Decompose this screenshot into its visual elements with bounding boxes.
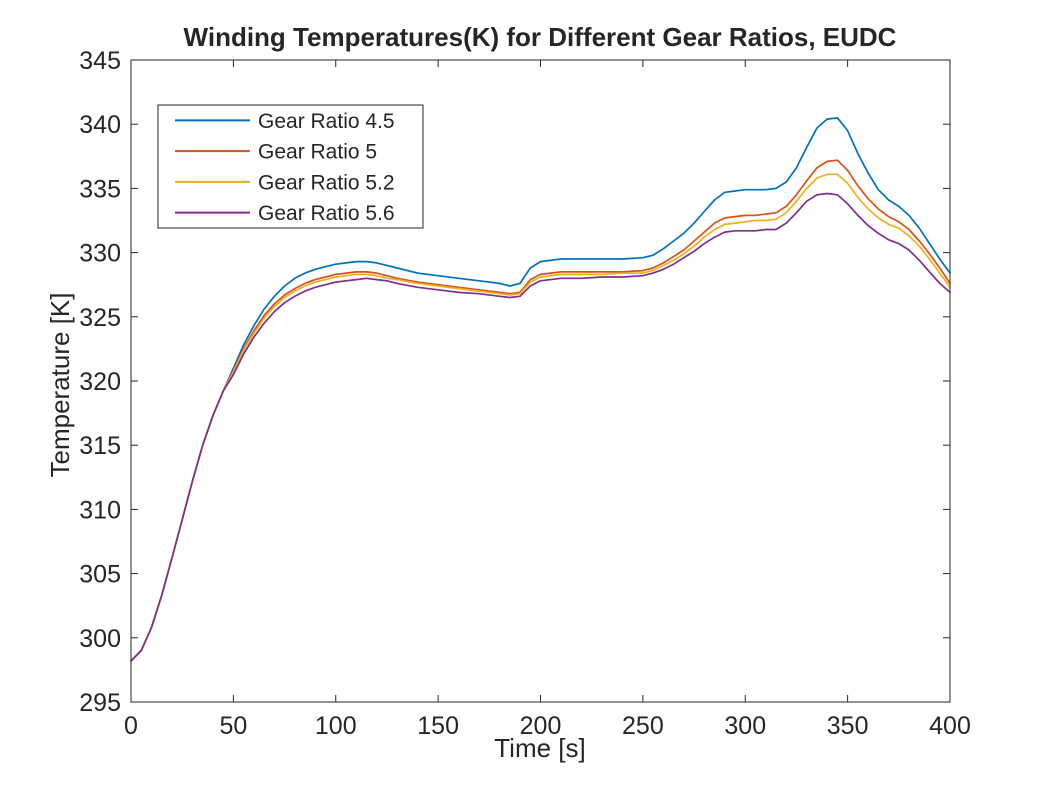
x-tick-label: 350 xyxy=(827,712,869,740)
legend: Gear Ratio 4.5 Gear Ratio 5 Gear Ratio 5.2… xyxy=(157,104,424,229)
x-tick-label: 150 xyxy=(417,712,459,740)
x-tick-label: 0 xyxy=(124,712,138,740)
y-tick-label: 310 xyxy=(79,496,121,524)
x-tick-label: 50 xyxy=(219,712,247,740)
series-line-gear-ratio-5-6 xyxy=(130,192,951,662)
y-tick-label: 335 xyxy=(79,175,121,203)
legend-label: Gear Ratio 4.5 xyxy=(258,110,395,133)
y-tick-label: 345 xyxy=(79,47,121,75)
x-axis-label: Time [s] xyxy=(494,733,585,763)
series-line-gear-ratio-4-5 xyxy=(130,116,951,662)
x-tick-label: 200 xyxy=(520,712,562,740)
y-tick-label: 305 xyxy=(79,561,121,589)
legend-box xyxy=(157,104,424,229)
y-axis-label: Temperature [K] xyxy=(45,293,75,478)
series-line-gear-ratio-5-2 xyxy=(130,173,951,662)
axes-layer: 0 50 100 150 200 250 300 350 400 295 300 305 310 315 3… xyxy=(79,47,971,740)
y-tick-label: 330 xyxy=(79,240,121,268)
legend-label: Gear Ratio 5 xyxy=(258,141,377,164)
series-line-gear-ratio-5 xyxy=(130,159,951,662)
x-tick-label: 400 xyxy=(929,712,971,740)
x-tick-label: 250 xyxy=(622,712,664,740)
y-tick-label: 300 xyxy=(79,625,121,653)
x-tick-label: 300 xyxy=(724,712,766,740)
series-layer xyxy=(130,116,951,662)
legend-label: Gear Ratio 5.6 xyxy=(258,202,395,225)
y-tick-label: 295 xyxy=(79,689,121,717)
x-tick-label: 100 xyxy=(315,712,357,740)
y-tick-label: 340 xyxy=(79,111,121,139)
legend-label: Gear Ratio 5.2 xyxy=(258,171,395,194)
y-tick-label: 315 xyxy=(79,432,121,460)
y-tick-label: 325 xyxy=(79,304,121,332)
chart-title: Winding Temperatures(K) for Different Ge… xyxy=(184,22,897,52)
y-tick-label: 320 xyxy=(79,368,121,396)
